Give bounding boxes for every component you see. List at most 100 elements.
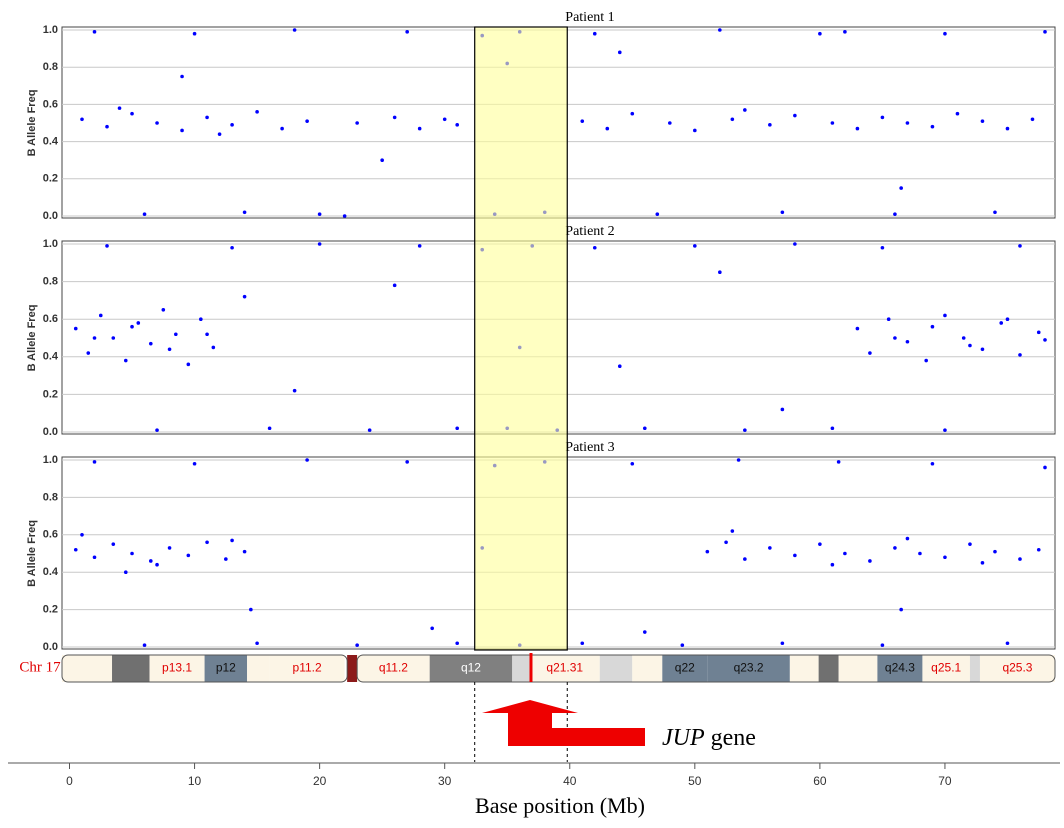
band-label: q23.2	[734, 661, 764, 675]
snp-point	[180, 74, 184, 79]
chromosome-band	[707, 655, 790, 682]
snp-point	[292, 388, 297, 393]
plot-layer: 0.0 0.2 0.4 0.6 0.8 1.0 B Allele Freq Patient 1…	[8, 10, 1060, 788]
snp-point	[317, 212, 322, 216]
snp-point	[105, 244, 109, 248]
snp-point	[943, 555, 947, 560]
snp-point	[167, 347, 172, 352]
snp-point	[186, 553, 191, 558]
snp-point	[1018, 353, 1022, 357]
snp-point	[893, 212, 897, 216]
y-tick-label: 0.4	[43, 351, 59, 363]
y-tick-label: 1.0	[43, 454, 58, 466]
snp-point	[255, 641, 259, 646]
snp-point	[192, 461, 197, 466]
snp-point	[705, 549, 710, 554]
snp-point	[205, 332, 209, 337]
snp-point	[255, 110, 259, 114]
x-tick-label: 0	[66, 774, 73, 788]
y-tick-label: 0.6	[43, 313, 58, 325]
snp-point	[642, 630, 647, 634]
snp-point	[155, 428, 159, 432]
snp-point	[736, 458, 741, 462]
band-label: q12	[461, 661, 481, 675]
snp-point	[968, 542, 972, 546]
y-tick-label: 0.2	[43, 173, 58, 185]
chromosome-band	[979, 655, 1055, 682]
snp-point	[130, 324, 134, 329]
y-tick-label: 0.8	[43, 491, 58, 503]
snp-point	[80, 533, 84, 537]
chromosome-band	[789, 655, 819, 682]
snp-point	[242, 294, 247, 299]
snp-point	[980, 347, 985, 352]
band-label: p12	[216, 661, 236, 675]
snp-point	[405, 460, 409, 464]
y-tick-label: 0.4	[43, 566, 59, 578]
snp-point	[142, 643, 147, 647]
gene-name: JUP	[662, 725, 705, 751]
snp-point	[199, 317, 203, 322]
snp-point	[205, 115, 209, 120]
snp-point	[417, 126, 422, 131]
snp-point	[80, 117, 84, 122]
snp-point	[780, 641, 785, 646]
snp-point	[1036, 330, 1041, 335]
band-label: q21.31	[546, 661, 583, 675]
snp-point	[174, 332, 178, 337]
snp-point	[92, 30, 97, 34]
band-label: q22	[675, 661, 695, 675]
y-tick-label: 1.0	[43, 238, 58, 250]
snp-point	[342, 214, 347, 218]
snp-point	[818, 31, 822, 36]
x-axis-title: Base position (Mb)	[475, 793, 645, 818]
highlight-region	[474, 26, 568, 651]
snp-point	[111, 542, 116, 546]
snp-point	[980, 561, 985, 565]
snp-point	[130, 551, 134, 556]
snp-point	[743, 428, 747, 432]
snp-point	[905, 536, 910, 541]
snp-point	[943, 313, 947, 318]
snp-point	[105, 124, 109, 129]
snp-point	[993, 549, 997, 554]
snp-point	[1030, 117, 1035, 122]
snp-point	[580, 119, 585, 123]
snp-point	[455, 426, 459, 431]
snp-point	[617, 50, 622, 55]
y-tick-label: 0.0	[43, 210, 58, 222]
snp-point	[630, 461, 635, 466]
snp-point	[130, 111, 134, 116]
snp-point	[780, 407, 785, 412]
y-tick-label: 0.2	[43, 604, 58, 616]
snp-point	[355, 121, 359, 125]
snp-point	[230, 123, 234, 127]
chromosome-band	[269, 655, 345, 682]
snp-point	[1005, 126, 1010, 131]
snp-point	[249, 607, 253, 612]
chromosome-band	[599, 655, 633, 682]
snp-point	[167, 546, 172, 550]
snp-point	[630, 111, 635, 116]
snp-point	[192, 31, 197, 36]
y-tick-label: 0.0	[43, 426, 58, 438]
snp-point	[305, 119, 309, 123]
chromosome-band	[149, 655, 205, 682]
y-tick-label: 0.4	[43, 136, 59, 148]
chromosome-band	[204, 655, 248, 682]
snp-point	[580, 641, 585, 646]
snp-point	[161, 308, 166, 312]
snp-point	[292, 28, 297, 32]
snp-point	[880, 115, 885, 120]
snp-point	[868, 559, 872, 563]
y-tick-label: 0.8	[43, 276, 58, 288]
y-tick-label: 0.2	[43, 388, 58, 400]
snp-point	[111, 336, 116, 340]
snp-point	[718, 270, 722, 275]
snp-point	[86, 351, 91, 355]
snp-point	[968, 343, 972, 348]
snp-point	[136, 321, 141, 325]
snp-point	[642, 426, 647, 431]
snp-point	[430, 626, 434, 631]
